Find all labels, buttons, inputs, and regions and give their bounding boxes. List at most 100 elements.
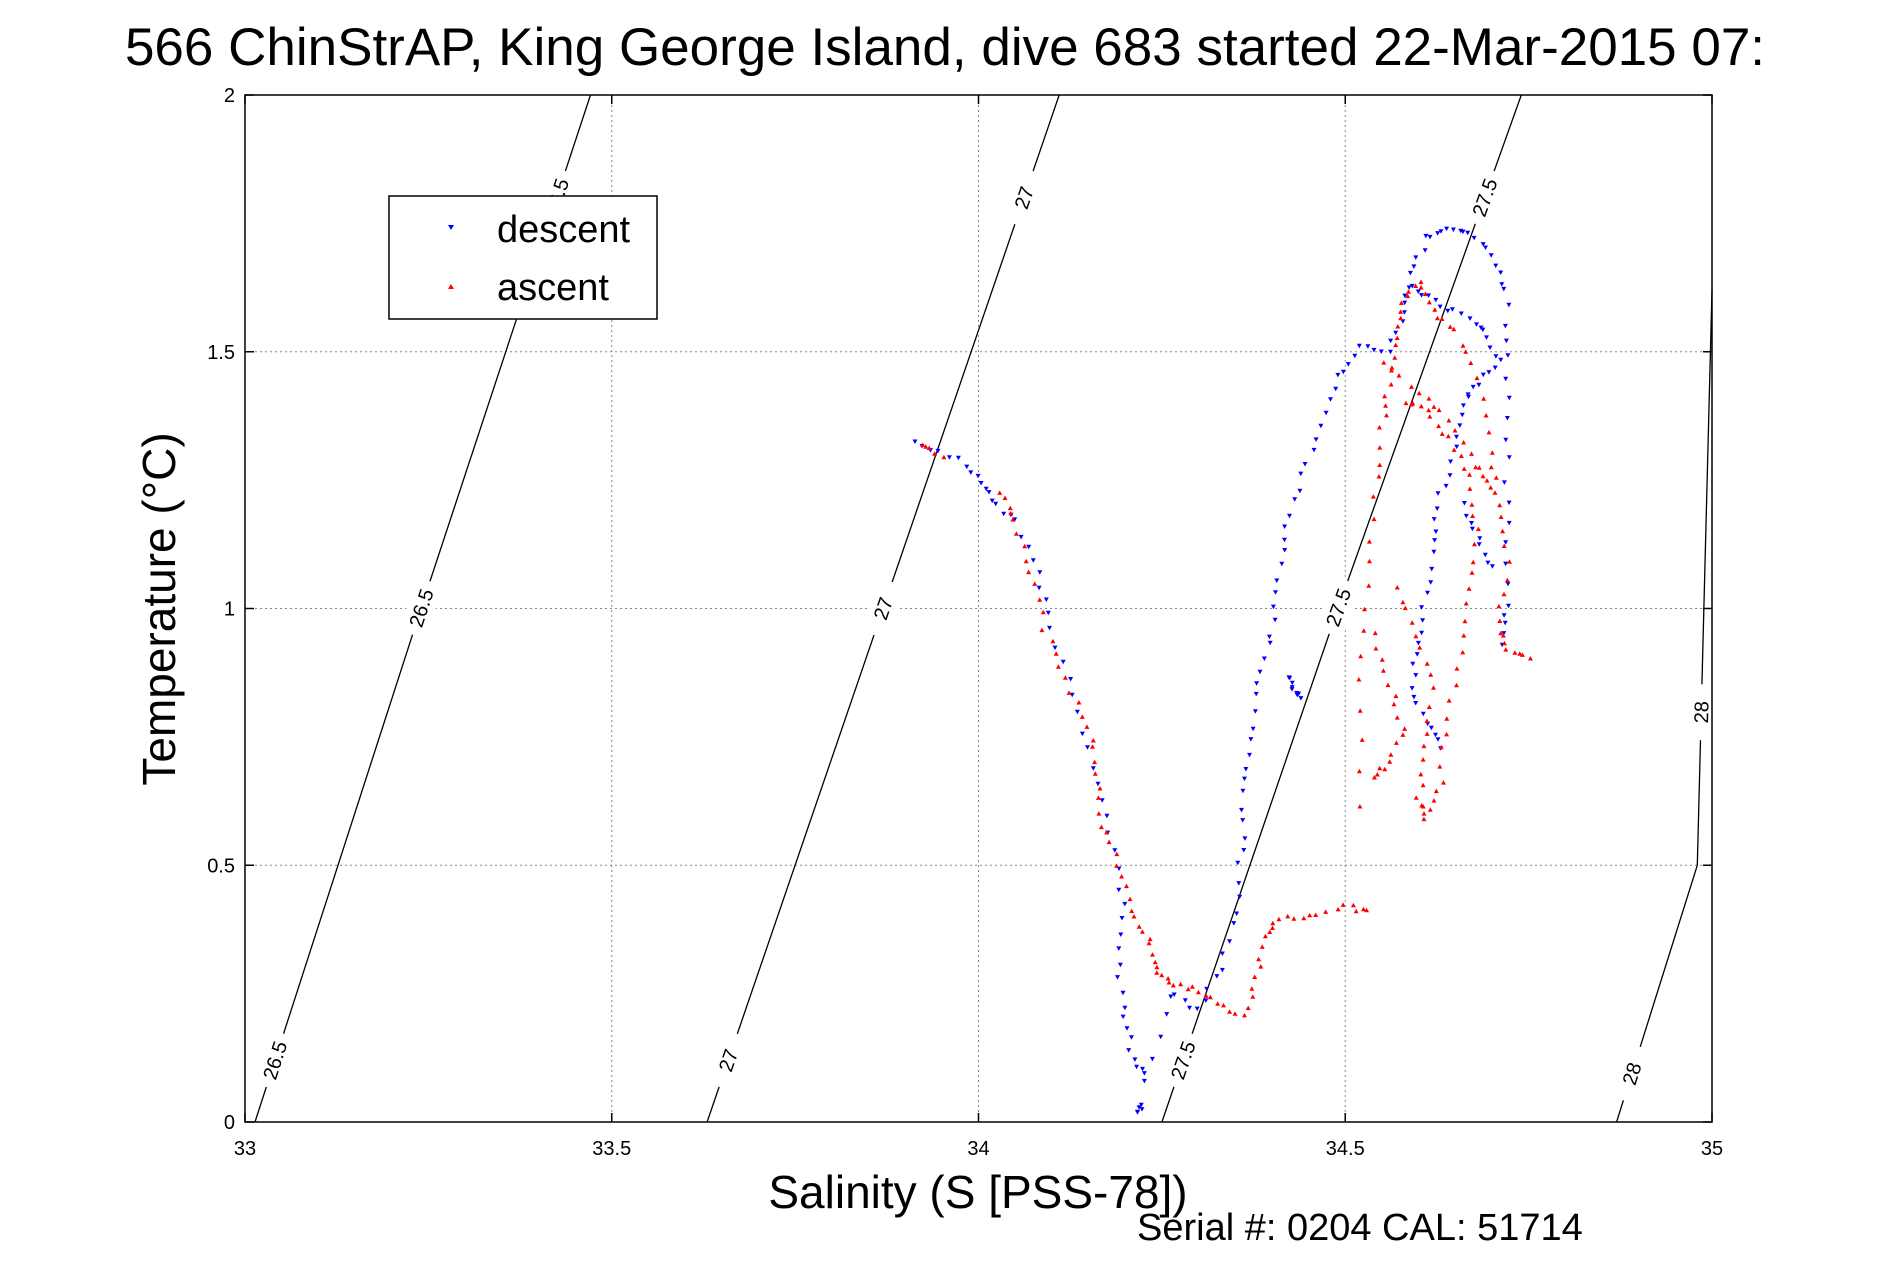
descent-point (1116, 946, 1122, 951)
contour-label-background (705, 1029, 751, 1092)
descent-point (1449, 307, 1455, 312)
ascent-point (1519, 652, 1525, 657)
ascent-point (1466, 586, 1472, 591)
ascent-point (1249, 986, 1255, 991)
descent-point (1235, 860, 1241, 866)
contour-label-background (252, 1029, 297, 1092)
descent-point (1274, 578, 1280, 583)
ascent-point (1170, 982, 1176, 988)
descent-point (1117, 962, 1123, 968)
ascent-point (1463, 601, 1469, 606)
descent-point (1187, 1005, 1192, 1011)
ascent-point (1421, 811, 1427, 816)
ascent-point (1437, 764, 1443, 769)
descent-point (1435, 491, 1441, 496)
ascent-point (1285, 913, 1291, 919)
descent-point (1402, 293, 1408, 299)
ascent-point (1095, 795, 1101, 800)
ascent-point (1418, 771, 1424, 777)
ascent-point (1462, 618, 1468, 624)
contour-label: 28 (1691, 701, 1714, 724)
ascent-point (1461, 466, 1467, 471)
descent-point (912, 439, 918, 444)
descent-point (1459, 412, 1465, 418)
ascent-point (1428, 672, 1434, 677)
descent-point (1335, 372, 1341, 378)
ascent-point (1413, 283, 1419, 288)
ascent-point (1359, 737, 1365, 742)
ascent-point (1350, 902, 1356, 908)
descent-point (1132, 1057, 1138, 1062)
descent-point (983, 486, 989, 492)
ascent-point (1486, 429, 1492, 435)
descent-point (1402, 300, 1408, 306)
ascent-point (1492, 490, 1498, 495)
ascent-point (1195, 989, 1201, 995)
ascent-point (1242, 1012, 1247, 1018)
descent-point (1483, 245, 1488, 250)
ascent-point (1394, 715, 1400, 720)
descent-point (1502, 620, 1508, 626)
descent-point (1340, 369, 1346, 375)
contour-label-background (1160, 1029, 1206, 1092)
ascent-point (1398, 309, 1404, 314)
contour-label-background (1686, 683, 1716, 741)
descent-point (1435, 231, 1441, 236)
ascent-point (1385, 682, 1391, 688)
ascent-point (1391, 701, 1397, 707)
descent-point (955, 455, 961, 461)
descent-point (1140, 1066, 1145, 1072)
descent-point (1115, 975, 1120, 980)
descent-point (1356, 343, 1362, 349)
ascent-point (1413, 795, 1419, 800)
ascent-point (1114, 851, 1120, 857)
ascent-point (1496, 603, 1502, 609)
legend-descent-marker (448, 225, 454, 230)
ascent-point (1367, 558, 1372, 564)
ascent-point (1050, 638, 1056, 644)
descent-point (1484, 335, 1489, 340)
ascent-point (1500, 633, 1506, 638)
descent-point (1485, 560, 1491, 566)
descent-point (1400, 319, 1406, 324)
descent-point (1234, 911, 1240, 916)
descent-point (989, 498, 995, 504)
ascent-point (1498, 514, 1504, 519)
ascent-point (1439, 431, 1445, 436)
contour-label-background (1001, 166, 1047, 229)
ascent-point (1002, 495, 1008, 500)
ascent-point (1460, 343, 1466, 348)
descent-point (1254, 681, 1260, 686)
ascent-point (1421, 816, 1427, 822)
descent-point (1318, 423, 1324, 429)
ascent-point (1436, 407, 1442, 413)
ascent-point (1388, 752, 1394, 757)
descent-point (1476, 382, 1482, 388)
ascent-point (1259, 944, 1265, 949)
ascent-point (1501, 543, 1507, 548)
ascent-point (1470, 559, 1476, 565)
descent-point (1266, 634, 1272, 640)
descent-point (1488, 253, 1494, 258)
descent-point (1018, 534, 1024, 540)
descent-point (1085, 745, 1090, 750)
ascent-point (1389, 365, 1395, 370)
legend: descent ascent (388, 195, 658, 320)
ascent-point (1469, 451, 1474, 456)
descent-point (1444, 226, 1450, 232)
descent-point (1126, 1048, 1132, 1053)
ascent-point (1374, 772, 1380, 777)
descent-point (1419, 630, 1425, 636)
ascent-point (1079, 714, 1085, 719)
descent-point (1139, 1107, 1145, 1112)
ascent-point (1384, 412, 1389, 418)
contour-label-background (1315, 576, 1361, 639)
descent-point (1095, 781, 1101, 787)
y-tick-label: 1.5 (207, 342, 235, 364)
ascent-point (1023, 558, 1029, 564)
descent-point (1506, 603, 1511, 609)
ascent-point (1403, 400, 1409, 406)
ascent-point (1178, 981, 1184, 987)
descent-point (1043, 597, 1049, 602)
